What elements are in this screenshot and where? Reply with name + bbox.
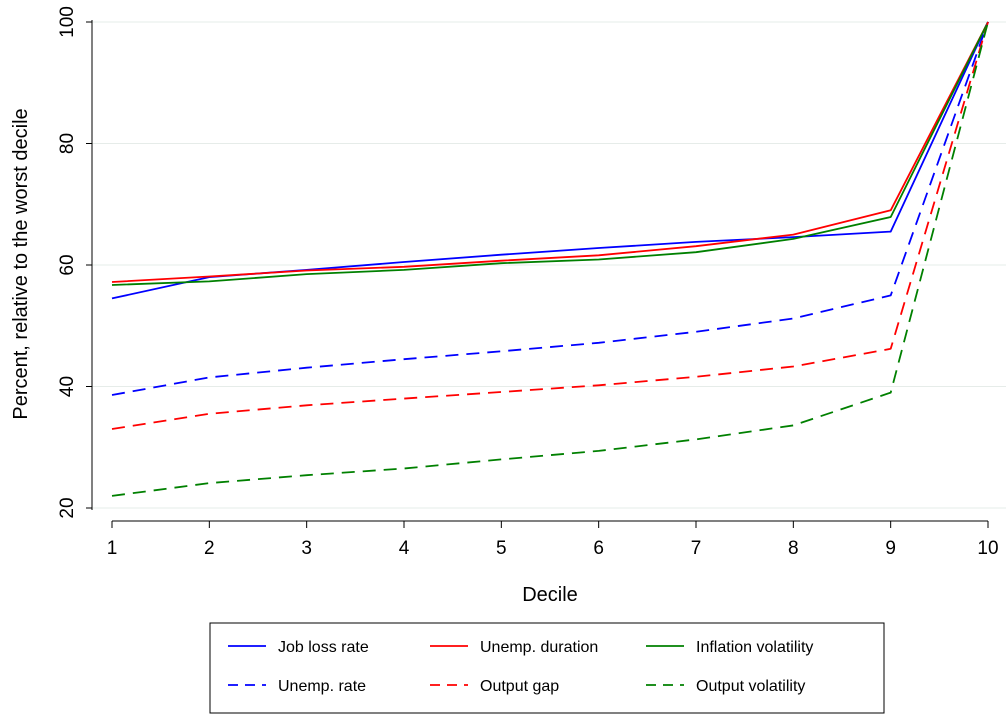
legend-label: Job loss rate — [278, 639, 369, 656]
y-axis: 20 40 60 80 100 — [57, 6, 93, 519]
series-line-job-loss-rate — [111, 21, 989, 300]
legend-box — [209, 622, 885, 714]
legend-label: Unemp. duration — [480, 639, 598, 656]
series-line-inflation-volatility — [111, 21, 989, 286]
x-tick-label: 8 — [788, 538, 799, 559]
x-tick-label: 2 — [204, 538, 215, 559]
y-axis-title: Percent, relative to the worst decile — [10, 108, 32, 419]
x-tick-label: 1 — [107, 538, 118, 559]
x-tick-label: 7 — [691, 538, 702, 559]
x-tick-label: 5 — [496, 538, 507, 559]
x-axis: 1 2 3 4 5 6 7 8 9 10 — [107, 520, 999, 559]
x-tick-label: 9 — [885, 538, 896, 559]
plot-lines — [111, 21, 989, 497]
series-line-output-gap — [111, 21, 989, 430]
y-tick-label: 80 — [57, 133, 78, 154]
gridlines — [92, 21, 1006, 509]
legend: Job loss rate Unemp. duration Inflation vo… — [209, 622, 885, 714]
y-tick-label: 20 — [57, 497, 78, 518]
series-line-output-volatility — [111, 21, 989, 497]
x-tick-label: 4 — [399, 538, 410, 559]
y-tick-label: 40 — [57, 376, 78, 397]
x-axis-title: Decile — [522, 584, 578, 606]
series-line-unemp-duration — [111, 21, 989, 283]
legend-label: Output volatility — [696, 678, 805, 695]
legend-label: Unemp. rate — [278, 678, 366, 695]
y-tick-label: 60 — [57, 254, 78, 275]
y-tick-label: 100 — [57, 6, 78, 38]
series-line-unemp-rate — [111, 21, 989, 396]
x-tick-label: 6 — [593, 538, 604, 559]
x-tick-label: 3 — [301, 538, 312, 559]
x-tick-label: 10 — [977, 538, 998, 559]
legend-label: Output gap — [480, 678, 559, 695]
legend-label: Inflation volatility — [696, 639, 813, 656]
